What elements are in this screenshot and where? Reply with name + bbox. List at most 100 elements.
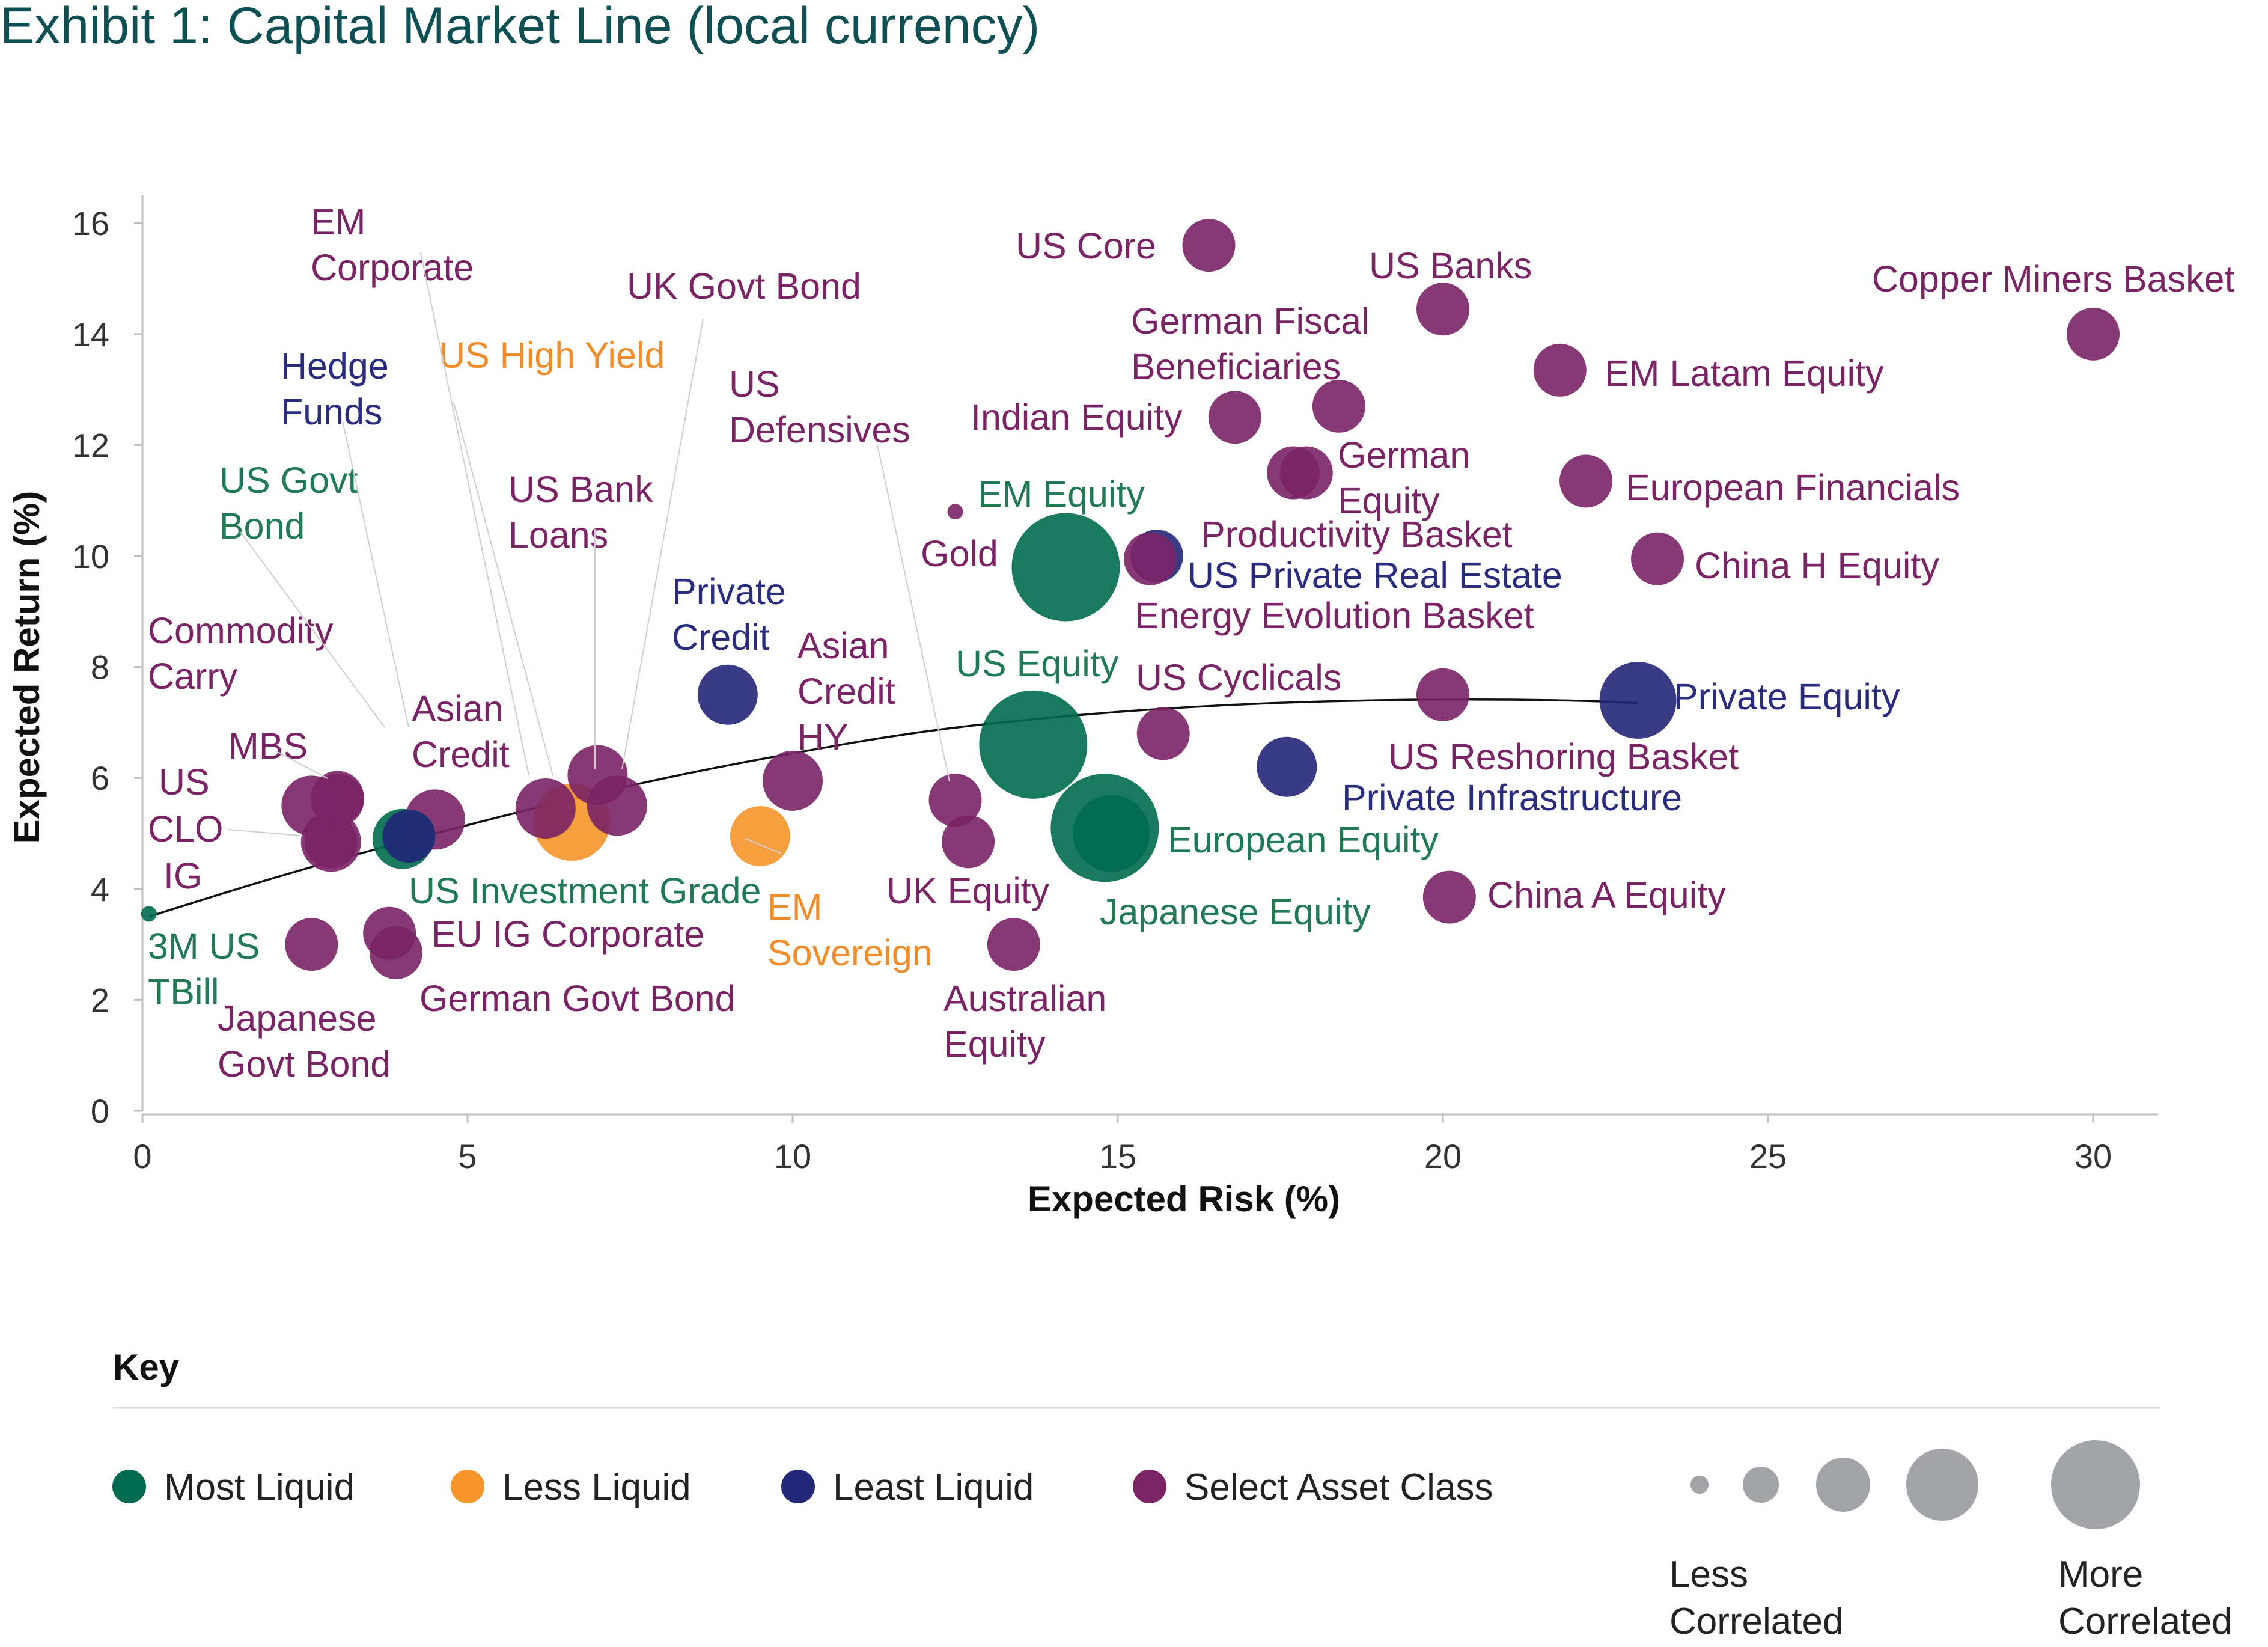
leader-line [276, 751, 328, 779]
bubble-private-equity [1599, 661, 1677, 739]
y-tick-label: 4 [91, 870, 109, 908]
label-usgovt: US Govt Bond [219, 460, 358, 546]
y-tick-label: 10 [72, 537, 109, 575]
bubble-em-latam-equity [1533, 343, 1587, 397]
label-ushy: US High Yield [439, 335, 665, 376]
label-uscore: US Core [1016, 225, 1156, 266]
label-indeq: Indian Equity [971, 397, 1183, 438]
label-gold: Gold [921, 533, 998, 574]
x-tick-label: 5 [458, 1137, 477, 1175]
key-dot-less-liquid [451, 1470, 484, 1503]
key-size-scale: Less Correlated More Correlated [1669, 1440, 2232, 1642]
bubble-us-equity [979, 690, 1088, 799]
label-jgb: Japanese Govt Bond [218, 998, 391, 1084]
y-axis-title: Expected Return (%) [7, 491, 47, 844]
leader-line [745, 838, 782, 854]
bubble-em-sovereign [730, 806, 790, 867]
leader-line [877, 444, 950, 782]
bubble-german-govt-bond [369, 926, 422, 979]
key-label-least-liquid: Least Liquid [833, 1467, 1034, 1508]
label-uscyc: US Cyclicals [1136, 657, 1341, 698]
point-labels: 3M US TBill US Govt Bond US Investment Grade… [148, 201, 2235, 1084]
key-size-circle [1690, 1476, 1709, 1494]
bubble-australian-equity [987, 918, 1040, 971]
label-ukgovt: UK Govt Bond [627, 266, 861, 307]
bubble-em-corporate [515, 778, 576, 839]
label-eueq: European Equity [1168, 819, 1439, 860]
bubble-private-credit [697, 664, 758, 725]
bubble-japanese-govt-bond [285, 918, 338, 971]
bubble-ig [304, 815, 358, 869]
bubble-us-core [1182, 219, 1236, 272]
key-size-circle [2051, 1440, 2140, 1529]
bubbles [141, 219, 2120, 979]
x-tick-label: 20 [1424, 1137, 1462, 1175]
label-energy: Energy Evolution Basket [1135, 595, 1534, 636]
bubble-commodity-carry [311, 774, 364, 827]
bubble-china-a-equity [1422, 870, 1476, 924]
label-tbill: 3M US TBill [148, 926, 260, 1012]
label-usbanks: US Banks [1369, 245, 1532, 286]
label-comm: Commodity Carry [148, 610, 334, 697]
bubble-asian-credit-hy [763, 750, 823, 811]
label-chinaa: China A Equity [1487, 875, 1726, 915]
label-prod: Productivity Basket [1201, 514, 1513, 555]
label-ukeq: UK Equity [886, 870, 1050, 911]
key-label-select-asset-class: Select Asset Class [1184, 1467, 1493, 1508]
x-tick-label: 0 [133, 1137, 151, 1175]
key-label-less-liquid: Less Liquid [502, 1467, 691, 1508]
x-tick-label: 30 [2074, 1137, 2112, 1175]
key-dot-select-asset-class [1133, 1470, 1166, 1503]
label-latam: EM Latam Equity [1605, 353, 1884, 394]
label-clo: CLO [148, 808, 223, 849]
y-tick-label: 12 [72, 426, 109, 464]
bubble-japanese-equity [1073, 795, 1150, 872]
y-tick-label: 16 [72, 204, 109, 242]
label-priveq: Private Equity [1674, 676, 1900, 717]
x-tick-label: 10 [774, 1137, 811, 1175]
bubble-copper-miners-basket [2067, 307, 2120, 361]
y-tick-label: 6 [91, 759, 109, 797]
label-gergovt: German Govt Bond [419, 978, 736, 1019]
label-emcorp: EM Corporate [311, 201, 474, 288]
leader-line [342, 420, 409, 728]
key-size-circle [1743, 1467, 1779, 1503]
label-asiancred: Asian Credit [412, 688, 510, 775]
bubble-european-financials [1559, 454, 1613, 508]
label-emeq: EM Equity [978, 474, 1145, 515]
label-eufin: European Financials [1626, 467, 1960, 508]
y-tick-label: 0 [91, 1092, 109, 1130]
bubble-china-h-equity [1631, 532, 1684, 585]
label-privcred: Private Credit [672, 571, 786, 658]
label-copper: Copper Miners Basket [1872, 258, 2235, 299]
key-items: Most Liquid Less Liquid Least Liquid Select… [112, 1467, 1493, 1508]
y-tick-label: 14 [72, 316, 109, 353]
bubble-uk-equity [942, 815, 995, 869]
label-euig: EU IG Corporate [431, 914, 704, 955]
bubble-german-fiscal-beneficiaries [1312, 379, 1365, 433]
bubble-us-reshoring-basket [1416, 668, 1469, 721]
bubble-uk-govt-bond [587, 775, 647, 836]
bubble-indian-equity [1208, 391, 1261, 444]
x-axis-title: Expected Risk (%) [1028, 1179, 1340, 1219]
label-us: US [159, 762, 210, 802]
key-less-correlated: Less Correlated [1669, 1554, 1843, 1642]
key-size-circle [1816, 1458, 1870, 1512]
bubble-em-equity [1011, 513, 1120, 622]
label-mbs: MBS [228, 726, 308, 766]
label-gereq: German Equity [1338, 435, 1470, 521]
label-ig: IG [163, 855, 202, 896]
key-more-correlated: More Correlated [2058, 1554, 2232, 1642]
leader-line [240, 531, 385, 728]
bubble-hedge-funds [382, 810, 436, 863]
label-useq: US Equity [956, 643, 1119, 684]
y-tick-label: 8 [91, 649, 109, 686]
chart-title: Exhibit 1: Capital Market Line (local cu… [0, 0, 1040, 55]
bubble-us-defensives [928, 774, 982, 827]
key-title: Key [113, 1347, 180, 1387]
label-aueq: Australian Equity [943, 978, 1106, 1065]
leader-line [453, 402, 553, 776]
label-gerfisc: German Fiscal Beneficiaries [1131, 301, 1370, 387]
label-usbank: US Bank Loans [508, 469, 653, 555]
